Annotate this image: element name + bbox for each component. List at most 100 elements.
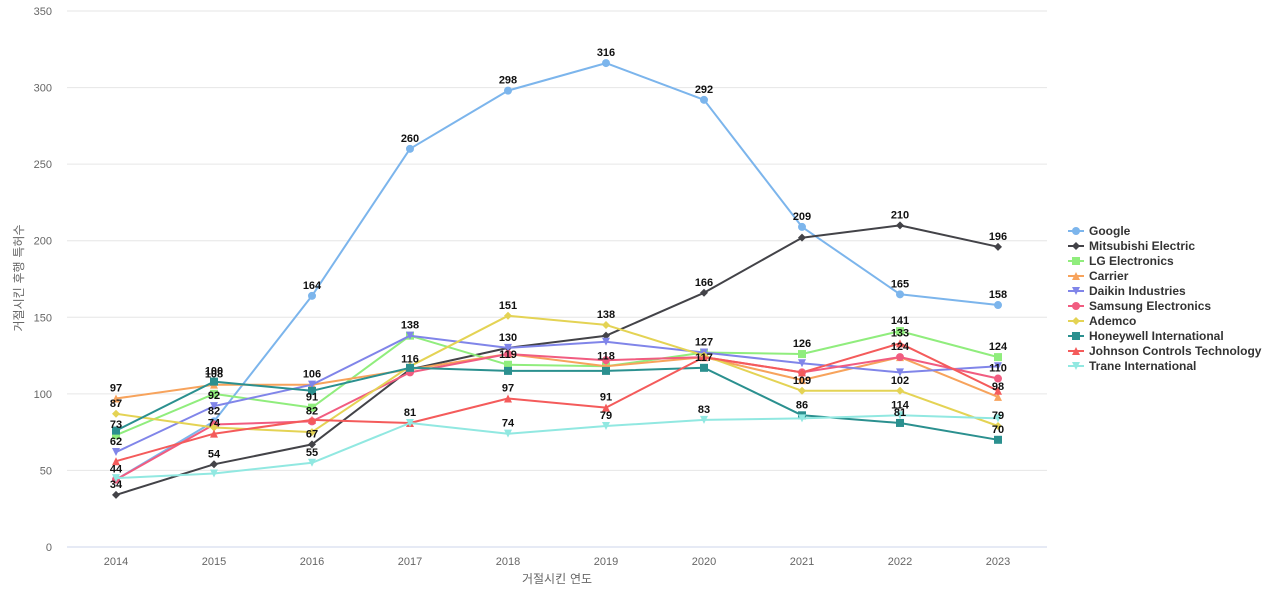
data-point[interactable] [700, 288, 708, 297]
data-point[interactable] [112, 426, 120, 435]
data-point[interactable] [896, 353, 904, 362]
data-point[interactable] [504, 360, 512, 369]
data-point[interactable] [308, 291, 316, 300]
legend-item-johnson-controls-technology[interactable]: Johnson Controls Technology [1068, 344, 1262, 358]
data-point[interactable] [602, 331, 610, 340]
data-point[interactable] [798, 386, 806, 395]
data-point[interactable] [308, 458, 316, 467]
series-line-google[interactable] [115, 62, 999, 481]
legend-symbol[interactable] [1072, 227, 1080, 235]
data-point[interactable] [504, 366, 512, 375]
data-point[interactable] [210, 469, 218, 478]
legend-item-google[interactable]: Google [1068, 224, 1131, 238]
data-point[interactable] [798, 368, 806, 377]
series-line-lg-electronics[interactable] [115, 330, 999, 437]
data-point[interactable] [798, 222, 806, 231]
data-point[interactable] [896, 411, 904, 420]
data-point[interactable] [504, 311, 512, 320]
data-point[interactable] [504, 86, 512, 95]
data-point[interactable] [994, 392, 1002, 401]
data-point[interactable] [798, 414, 806, 423]
data-point[interactable] [602, 403, 610, 412]
legend-symbol[interactable] [1072, 242, 1080, 250]
legend-symbol[interactable] [1072, 272, 1080, 280]
legend-symbol[interactable] [1072, 302, 1080, 310]
series-line-mitsubishi-electric[interactable] [115, 224, 999, 496]
data-point[interactable] [308, 440, 316, 449]
data-point[interactable] [994, 362, 1002, 371]
data-point[interactable] [210, 460, 218, 469]
data-point[interactable] [406, 418, 414, 427]
data-point[interactable] [308, 428, 316, 437]
legend-symbol[interactable] [1072, 287, 1080, 295]
data-point[interactable] [112, 474, 120, 483]
data-point[interactable] [700, 363, 708, 372]
data-point[interactable] [504, 343, 512, 352]
data-point[interactable] [602, 59, 610, 68]
data-point[interactable] [700, 353, 708, 362]
series-line-johnson-controls-technology[interactable] [115, 342, 999, 463]
data-point[interactable] [896, 368, 904, 377]
data-point[interactable] [406, 363, 414, 372]
data-point[interactable] [896, 327, 904, 336]
data-point[interactable] [896, 418, 904, 427]
data-point[interactable] [504, 350, 512, 359]
legend-item-daikin-industries[interactable]: Daikin Industries [1068, 284, 1186, 298]
data-point[interactable] [896, 290, 904, 299]
legend-item-trane-international[interactable]: Trane International [1068, 359, 1196, 373]
data-point[interactable] [406, 144, 414, 153]
legend-item-honeywell-international[interactable]: Honeywell International [1068, 329, 1224, 343]
data-point[interactable] [112, 394, 120, 403]
data-point[interactable] [700, 415, 708, 424]
legend-symbol[interactable] [1072, 332, 1080, 340]
series-line-trane-international[interactable] [115, 414, 999, 480]
data-point[interactable] [994, 242, 1002, 251]
data-point[interactable] [798, 233, 806, 242]
data-point[interactable] [308, 386, 316, 395]
data-point[interactable] [602, 337, 610, 346]
series-line-ademco[interactable] [115, 314, 999, 434]
data-point[interactable] [112, 409, 120, 418]
data-point[interactable] [210, 423, 218, 432]
data-point[interactable] [798, 359, 806, 368]
series-line-daikin-industries[interactable] [115, 334, 999, 454]
series-line-honeywell-international[interactable] [115, 366, 999, 441]
data-point[interactable] [994, 386, 1002, 395]
data-point[interactable] [896, 221, 904, 230]
data-point[interactable] [210, 402, 218, 411]
legend-symbol[interactable] [1072, 317, 1080, 325]
data-point[interactable] [602, 366, 610, 375]
data-point[interactable] [308, 415, 316, 424]
legend-item-mitsubishi-electric[interactable]: Mitsubishi Electric [1068, 239, 1195, 253]
data-point[interactable] [994, 414, 1002, 423]
data-point[interactable] [798, 350, 806, 359]
data-point[interactable] [896, 339, 904, 348]
legend-item-lg-electronics[interactable]: LG Electronics [1068, 254, 1174, 268]
data-point[interactable] [994, 435, 1002, 444]
data-point[interactable] [994, 374, 1002, 383]
legend-symbol[interactable] [1072, 362, 1080, 370]
data-point[interactable] [112, 490, 120, 499]
data-point[interactable] [308, 380, 316, 389]
data-point[interactable] [308, 403, 316, 412]
legend-item-ademco[interactable]: Ademco [1068, 314, 1136, 328]
series-line-samsung-electronics[interactable] [115, 353, 999, 481]
data-point[interactable] [112, 457, 120, 466]
data-point[interactable] [210, 429, 218, 438]
data-point[interactable] [994, 422, 1002, 431]
legend-symbol[interactable] [1072, 347, 1080, 355]
data-point[interactable] [406, 331, 414, 340]
legend-item-carrier[interactable]: Carrier [1068, 269, 1129, 283]
data-point[interactable] [112, 431, 120, 440]
legend-item-samsung-electronics[interactable]: Samsung Electronics [1068, 299, 1211, 313]
data-point[interactable] [210, 389, 218, 398]
data-point[interactable] [602, 422, 610, 431]
legend-symbol[interactable] [1072, 257, 1080, 265]
data-point[interactable] [994, 353, 1002, 362]
data-point[interactable] [112, 448, 120, 457]
data-point[interactable] [994, 301, 1002, 310]
data-point[interactable] [602, 356, 610, 365]
data-point[interactable] [700, 95, 708, 104]
data-point[interactable] [896, 386, 904, 395]
data-point[interactable] [210, 377, 218, 386]
